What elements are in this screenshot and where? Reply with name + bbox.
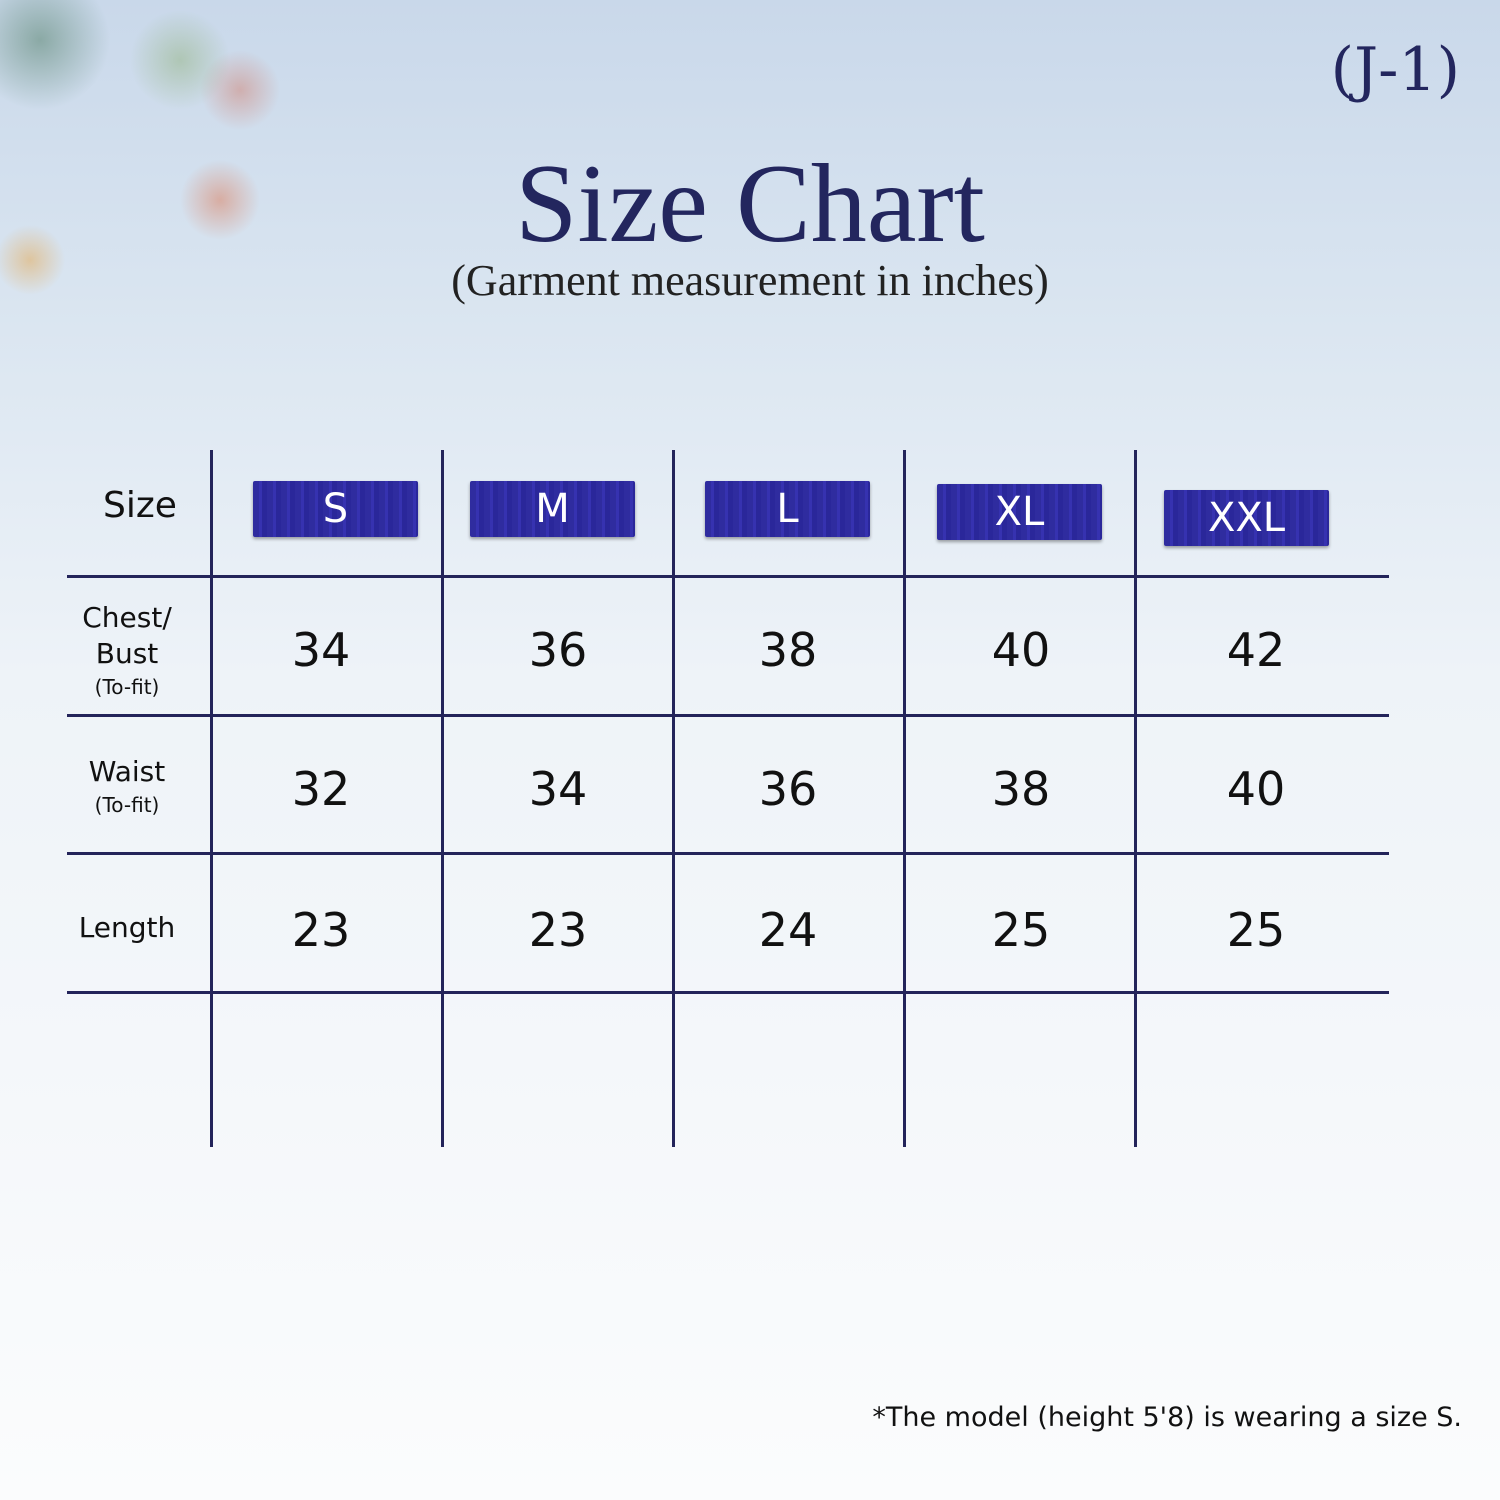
page-title: Size Chart bbox=[515, 142, 985, 266]
grid-line-horizontal bbox=[67, 714, 1389, 717]
grid-line-vertical bbox=[441, 450, 444, 1147]
row-label: Length bbox=[67, 910, 187, 946]
table-cell-value: 42 bbox=[1226, 623, 1286, 677]
table-cell-value: 34 bbox=[528, 762, 588, 816]
table-cell-value: 40 bbox=[1226, 762, 1286, 816]
row-label-text: Waist bbox=[88, 755, 166, 788]
table-cell-value: 36 bbox=[758, 762, 818, 816]
grid-line-horizontal bbox=[67, 991, 1389, 994]
table-cell-value: 32 bbox=[291, 762, 351, 816]
floral-decoration bbox=[0, 0, 320, 300]
row-label-text: Chest/ Bust bbox=[82, 601, 172, 670]
table-cell-value: 23 bbox=[528, 903, 588, 957]
table-cell-value: 40 bbox=[991, 623, 1051, 677]
grid-line-vertical bbox=[903, 450, 906, 1147]
size-badge: L bbox=[705, 481, 870, 537]
table-cell-value: 34 bbox=[291, 623, 351, 677]
table-cell-value: 25 bbox=[991, 903, 1051, 957]
size-badge: M bbox=[470, 481, 635, 537]
row-label: Chest/ Bust (To-fit) bbox=[67, 600, 187, 702]
row-label-sub: (To-fit) bbox=[94, 793, 160, 817]
page-subtitle: (Garment measurement in inches) bbox=[451, 256, 1049, 305]
table-cell-value: 24 bbox=[758, 903, 818, 957]
grid-line-vertical bbox=[1134, 450, 1137, 1147]
table-cell-value: 23 bbox=[291, 903, 351, 957]
size-badge: XL bbox=[937, 484, 1102, 540]
grid-line-horizontal bbox=[67, 575, 1389, 578]
row-label-sub: (To-fit) bbox=[94, 675, 160, 699]
row-label-text: Length bbox=[78, 911, 176, 944]
table-cell-value: 38 bbox=[758, 623, 818, 677]
grid-line-horizontal bbox=[67, 852, 1389, 855]
product-code: (J-1) bbox=[1330, 35, 1460, 105]
row-label: Waist (To-fit) bbox=[67, 754, 187, 820]
footnote: *The model (height 5'8) is wearing a siz… bbox=[872, 1402, 1462, 1433]
size-header-label: Size bbox=[103, 485, 177, 526]
table-cell-value: 36 bbox=[528, 623, 588, 677]
table-cell-value: 25 bbox=[1226, 903, 1286, 957]
grid-line-vertical bbox=[672, 450, 675, 1147]
grid-line-vertical bbox=[210, 450, 213, 1147]
table-cell-value: 38 bbox=[991, 762, 1051, 816]
size-badge: S bbox=[253, 481, 418, 537]
size-badge: XXL bbox=[1164, 490, 1329, 546]
